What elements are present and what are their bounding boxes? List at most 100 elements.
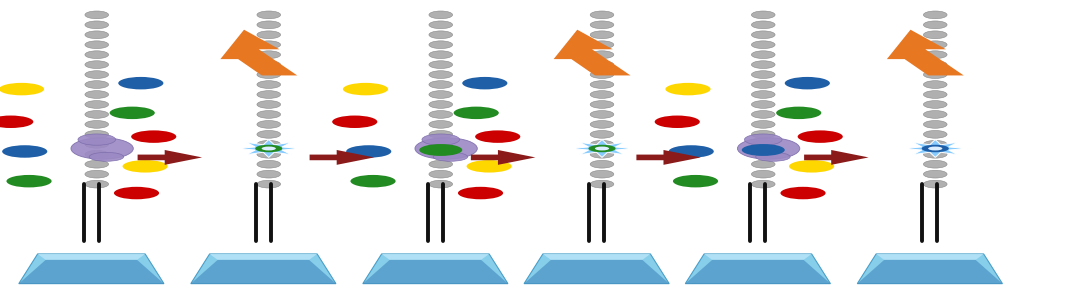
Ellipse shape xyxy=(751,71,775,78)
Ellipse shape xyxy=(751,11,775,19)
Polygon shape xyxy=(310,150,374,165)
Ellipse shape xyxy=(590,61,614,69)
Ellipse shape xyxy=(751,91,775,98)
Circle shape xyxy=(118,77,163,89)
Ellipse shape xyxy=(744,134,783,145)
Polygon shape xyxy=(191,254,335,284)
Polygon shape xyxy=(363,254,508,284)
Polygon shape xyxy=(903,140,968,157)
Ellipse shape xyxy=(751,180,775,188)
Ellipse shape xyxy=(85,91,109,98)
Ellipse shape xyxy=(85,160,109,168)
Circle shape xyxy=(123,160,168,173)
Polygon shape xyxy=(191,260,335,284)
Ellipse shape xyxy=(590,41,614,49)
Ellipse shape xyxy=(257,140,281,148)
Ellipse shape xyxy=(85,71,109,78)
Circle shape xyxy=(343,83,388,95)
Ellipse shape xyxy=(923,81,947,89)
Ellipse shape xyxy=(737,138,800,159)
Circle shape xyxy=(673,175,718,187)
Circle shape xyxy=(131,130,176,143)
Ellipse shape xyxy=(923,170,947,178)
Ellipse shape xyxy=(429,121,453,128)
Ellipse shape xyxy=(751,81,775,89)
Circle shape xyxy=(2,145,47,158)
Polygon shape xyxy=(554,30,631,75)
Circle shape xyxy=(665,83,711,95)
Ellipse shape xyxy=(85,11,109,19)
Ellipse shape xyxy=(433,152,468,161)
Ellipse shape xyxy=(85,31,109,39)
Circle shape xyxy=(475,130,520,143)
Ellipse shape xyxy=(257,21,281,29)
Ellipse shape xyxy=(85,61,109,69)
Ellipse shape xyxy=(590,121,614,128)
Ellipse shape xyxy=(751,101,775,108)
Ellipse shape xyxy=(257,150,281,158)
Polygon shape xyxy=(636,150,701,165)
Ellipse shape xyxy=(751,130,775,138)
Ellipse shape xyxy=(85,170,109,178)
Circle shape xyxy=(742,144,785,156)
Ellipse shape xyxy=(257,51,281,59)
Ellipse shape xyxy=(751,41,775,49)
Ellipse shape xyxy=(590,150,614,158)
Ellipse shape xyxy=(71,138,133,159)
Polygon shape xyxy=(138,150,202,165)
Polygon shape xyxy=(382,254,489,260)
Ellipse shape xyxy=(429,130,453,138)
Ellipse shape xyxy=(590,110,614,118)
Ellipse shape xyxy=(429,61,453,69)
Polygon shape xyxy=(543,254,650,260)
Ellipse shape xyxy=(756,152,790,161)
Circle shape xyxy=(921,145,949,152)
Ellipse shape xyxy=(590,170,614,178)
Ellipse shape xyxy=(85,121,109,128)
Circle shape xyxy=(798,130,843,143)
Polygon shape xyxy=(525,260,670,284)
Polygon shape xyxy=(363,260,508,284)
Ellipse shape xyxy=(923,121,947,128)
Polygon shape xyxy=(887,30,963,75)
Ellipse shape xyxy=(590,81,614,89)
Ellipse shape xyxy=(923,150,947,158)
Ellipse shape xyxy=(590,21,614,29)
Circle shape xyxy=(928,146,943,151)
Ellipse shape xyxy=(590,160,614,168)
Ellipse shape xyxy=(590,130,614,138)
Polygon shape xyxy=(804,150,869,165)
Ellipse shape xyxy=(257,110,281,118)
Polygon shape xyxy=(876,254,984,260)
Polygon shape xyxy=(19,254,164,284)
Ellipse shape xyxy=(429,21,453,29)
Ellipse shape xyxy=(257,101,281,108)
Ellipse shape xyxy=(590,180,614,188)
Ellipse shape xyxy=(923,110,947,118)
Ellipse shape xyxy=(590,71,614,78)
Circle shape xyxy=(261,146,276,151)
Ellipse shape xyxy=(89,152,124,161)
Circle shape xyxy=(467,160,512,173)
Ellipse shape xyxy=(257,61,281,69)
Circle shape xyxy=(114,187,159,199)
Ellipse shape xyxy=(751,51,775,59)
Ellipse shape xyxy=(257,180,281,188)
Polygon shape xyxy=(525,254,670,284)
Ellipse shape xyxy=(415,138,477,159)
Ellipse shape xyxy=(257,91,281,98)
Ellipse shape xyxy=(85,140,109,148)
Ellipse shape xyxy=(85,51,109,59)
Polygon shape xyxy=(471,150,535,165)
Ellipse shape xyxy=(257,170,281,178)
Ellipse shape xyxy=(429,71,453,78)
Polygon shape xyxy=(858,260,1003,284)
Ellipse shape xyxy=(85,180,109,188)
Circle shape xyxy=(6,175,52,187)
Circle shape xyxy=(785,77,830,89)
Ellipse shape xyxy=(590,91,614,98)
Ellipse shape xyxy=(751,150,775,158)
Ellipse shape xyxy=(429,101,453,108)
Ellipse shape xyxy=(85,150,109,158)
Ellipse shape xyxy=(85,130,109,138)
